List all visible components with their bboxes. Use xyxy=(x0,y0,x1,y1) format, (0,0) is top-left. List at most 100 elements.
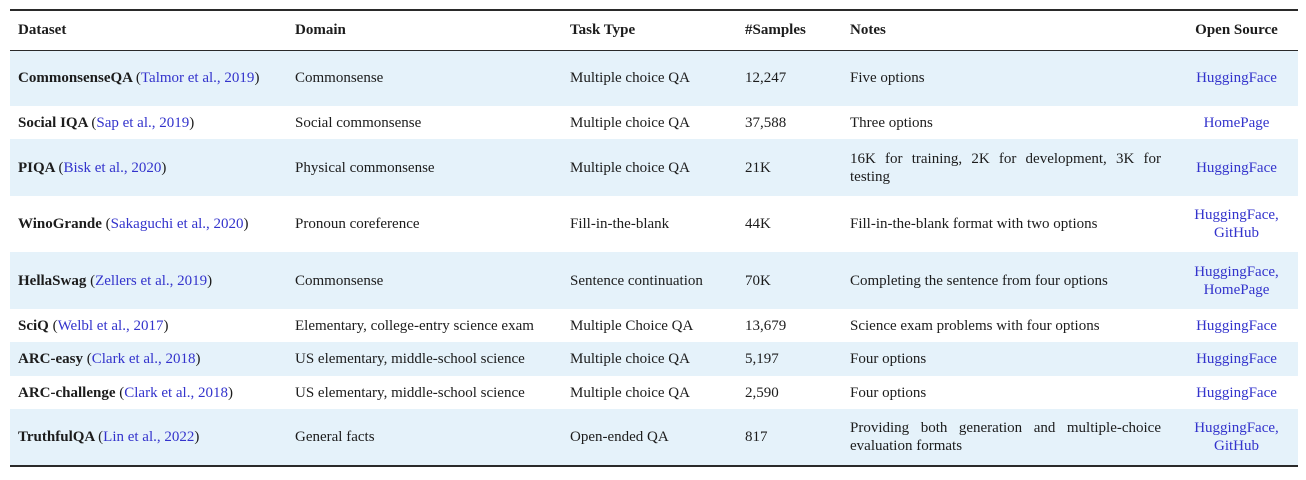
samples-cell: 70K xyxy=(745,272,771,289)
citation-open-paren: ( xyxy=(86,351,92,367)
open-source-link[interactable]: HomePage xyxy=(1203,114,1270,131)
table-row: HellaSwag (Zellers et al., 2019) Commons… xyxy=(10,252,1298,309)
open-source-cell: HuggingFace xyxy=(1175,309,1298,342)
citation-close-paren: ) xyxy=(243,216,249,232)
samples-cell: 37,588 xyxy=(745,114,787,131)
dataset-name: CommonsenseQA xyxy=(18,70,136,87)
dataset-cell: Social IQA (Sap et al., 2019) xyxy=(10,106,295,139)
notes-cell: 16K for training, 2K for development, 3K… xyxy=(850,150,1161,185)
open-source-cell: HuggingFace xyxy=(1175,342,1298,376)
citation-open-paren: ( xyxy=(58,159,64,176)
open-source-separator: , xyxy=(1275,207,1279,223)
task-type-cell: Open-ended QA xyxy=(570,429,669,445)
table-row: WinoGrande (Sakaguchi et al., 2020) Pron… xyxy=(10,196,1298,252)
citation-open-paren: ( xyxy=(105,216,111,232)
open-source-link[interactable]: GitHub xyxy=(1214,225,1259,241)
dataset-cell: HellaSwag (Zellers et al., 2019) xyxy=(10,252,295,309)
table-body: CommonsenseQA (Talmor et al., 2019) Comm… xyxy=(10,50,1298,466)
citation-link[interactable]: Lin et al., 2022 xyxy=(103,429,195,445)
domain-cell: Commonsense xyxy=(295,70,384,87)
table-row: Social IQA (Sap et al., 2019) Social com… xyxy=(10,106,1298,139)
citation-link[interactable]: Sap et al., 2019 xyxy=(96,114,190,131)
table-row: TruthfulQA (Lin et al., 2022) General fa… xyxy=(10,409,1298,466)
samples-cell: 5,197 xyxy=(745,351,779,367)
citation-link[interactable]: Sakaguchi et al., 2020 xyxy=(110,216,244,232)
notes-cell: Four options xyxy=(850,384,927,401)
task-type-cell: Multiple choice QA xyxy=(570,70,690,87)
citation-link[interactable]: Zellers et al., 2019 xyxy=(95,272,208,289)
open-source-cell: HuggingFace, GitHub xyxy=(1175,196,1298,252)
column-header-domain: Domain xyxy=(295,22,346,39)
citation: (Talmor et al., 2019) xyxy=(136,70,260,86)
notes-cell: Science exam problems with four options xyxy=(850,317,1100,334)
dataset-name: HellaSwag xyxy=(18,272,91,289)
samples-cell: 817 xyxy=(745,429,768,445)
open-source-link[interactable]: HuggingFace xyxy=(1196,317,1277,334)
dataset-name: SciQ xyxy=(18,317,53,334)
open-source-separator: , xyxy=(1275,263,1279,280)
notes-cell: Providing both generation and multiple-c… xyxy=(850,420,1161,454)
samples-cell: 13,679 xyxy=(745,317,787,334)
citation-close-paren: ) xyxy=(227,384,233,401)
dataset-name: TruthfulQA xyxy=(18,429,99,445)
notes-cell: Completing the sentence from four option… xyxy=(850,272,1108,289)
citation-link[interactable]: Clark et al., 2018 xyxy=(124,384,228,401)
citation-close-paren: ) xyxy=(163,317,169,334)
samples-cell: 2,590 xyxy=(745,384,779,401)
open-source-link[interactable]: HuggingFace xyxy=(1194,263,1276,280)
table-row: CommonsenseQA (Talmor et al., 2019) Comm… xyxy=(10,50,1298,106)
table-row: ARC-challenge (Clark et al., 2018) US el… xyxy=(10,376,1298,409)
open-source-cell: HomePage xyxy=(1175,106,1298,139)
datasets-table: Dataset Domain Task Type #Samples Notes Open … xyxy=(10,9,1298,467)
table-row: ARC-easy (Clark et al., 2018) US element… xyxy=(10,342,1298,376)
citation: (Clark et al., 2018) xyxy=(87,351,201,367)
citation: (Clark et al., 2018) xyxy=(119,385,233,401)
dataset-cell: WinoGrande (Sakaguchi et al., 2020) xyxy=(10,196,295,252)
open-source-cell: HuggingFace xyxy=(1175,139,1298,196)
notes-cell: Five options xyxy=(850,70,925,87)
open-source-link[interactable]: HuggingFace xyxy=(1194,207,1276,223)
citation-close-paren: ) xyxy=(189,114,195,131)
notes-cell: Fill-in-the-blank format with two option… xyxy=(850,216,1098,232)
notes-cell: Four options xyxy=(850,351,927,367)
citation-link[interactable]: Talmor et al., 2019 xyxy=(140,70,255,87)
open-source-link[interactable]: HomePage xyxy=(1203,281,1270,298)
citation-close-paren: ) xyxy=(207,272,213,289)
domain-cell: Pronoun coreference xyxy=(295,216,420,232)
citation-link[interactable]: Welbl et al., 2017 xyxy=(57,317,164,334)
dataset-cell: TruthfulQA (Lin et al., 2022) xyxy=(10,409,295,466)
column-header-open-source: Open Source xyxy=(1195,22,1278,39)
open-source-link[interactable]: GitHub xyxy=(1214,438,1259,454)
open-source-separator: , xyxy=(1275,420,1279,436)
dataset-name: PIQA xyxy=(18,159,59,176)
task-type-cell: Multiple choice QA xyxy=(570,384,690,401)
open-source-link[interactable]: HuggingFace xyxy=(1196,70,1277,87)
open-source-link[interactable]: HuggingFace xyxy=(1194,420,1276,436)
citation-link[interactable]: Bisk et al., 2020 xyxy=(63,159,162,176)
dataset-name: ARC-challenge xyxy=(18,384,120,401)
table-header: Dataset Domain Task Type #Samples Notes Open … xyxy=(10,10,1298,50)
open-source-cell: HuggingFace, HomePage xyxy=(1175,252,1298,309)
dataset-cell: CommonsenseQA (Talmor et al., 2019) xyxy=(10,50,295,106)
domain-cell: Commonsense xyxy=(295,272,384,289)
domain-cell: Physical commonsense xyxy=(295,159,435,176)
dataset-name: ARC-easy xyxy=(18,351,87,367)
citation-open-paren: ( xyxy=(90,272,96,289)
open-source-cell: HuggingFace xyxy=(1175,50,1298,106)
dataset-name: Social IQA xyxy=(18,114,92,131)
datasets-table-container: Dataset Domain Task Type #Samples Notes Open … xyxy=(10,9,1298,467)
dataset-cell: PIQA (Bisk et al., 2020) xyxy=(10,139,295,196)
dataset-cell: SciQ (Welbl et al., 2017) xyxy=(10,309,295,342)
citation: (Sap et al., 2019) xyxy=(91,115,194,131)
open-source-cell: HuggingFace, GitHub xyxy=(1175,409,1298,466)
task-type-cell: Sentence continuation xyxy=(570,272,703,289)
open-source-link[interactable]: HuggingFace xyxy=(1196,384,1277,401)
dataset-name: WinoGrande xyxy=(18,216,106,232)
domain-cell: Social commonsense xyxy=(295,114,422,131)
domain-cell: Elementary, college-entry science exam xyxy=(295,317,534,334)
citation-link[interactable]: Clark et al., 2018 xyxy=(91,351,196,367)
domain-cell: US elementary, middle-school science xyxy=(295,351,525,367)
open-source-cell: HuggingFace xyxy=(1175,376,1298,409)
open-source-link[interactable]: HuggingFace xyxy=(1196,351,1277,367)
open-source-link[interactable]: HuggingFace xyxy=(1196,159,1277,176)
